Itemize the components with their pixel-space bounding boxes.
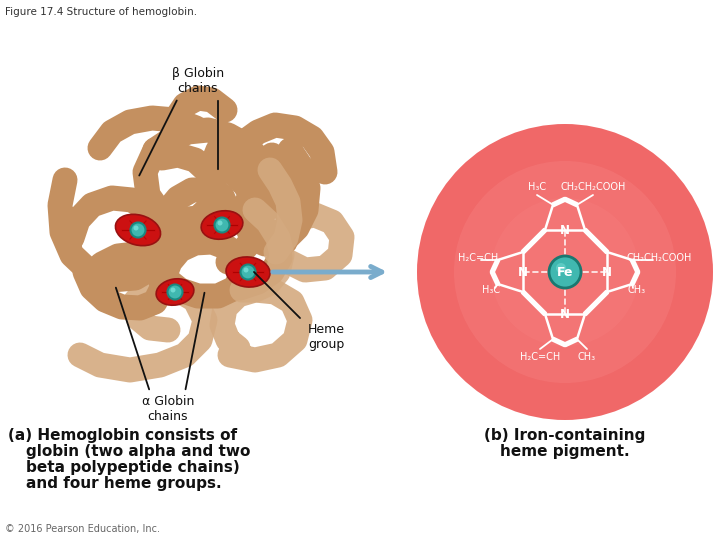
Text: N: N: [602, 266, 612, 279]
Ellipse shape: [201, 211, 243, 239]
Circle shape: [549, 256, 581, 288]
Text: CH₃: CH₃: [628, 285, 646, 295]
Circle shape: [252, 268, 256, 272]
Text: N: N: [560, 307, 570, 321]
Circle shape: [234, 268, 238, 272]
Text: Figure 17.4 Structure of hemoglobin.: Figure 17.4 Structure of hemoglobin.: [5, 7, 197, 17]
Text: (b) Iron-containing: (b) Iron-containing: [485, 428, 646, 443]
Circle shape: [243, 267, 248, 273]
Text: and four heme groups.: and four heme groups.: [26, 476, 222, 491]
Text: (a) Hemoglobin consists of: (a) Hemoglobin consists of: [8, 428, 237, 443]
Circle shape: [258, 268, 262, 272]
Text: α Globin
chains: α Globin chains: [142, 395, 194, 423]
Text: H₃C: H₃C: [528, 182, 546, 192]
Circle shape: [215, 218, 230, 233]
Circle shape: [417, 124, 713, 420]
Text: heme pigment.: heme pigment.: [500, 444, 630, 459]
Circle shape: [130, 222, 145, 238]
Text: CH₃: CH₃: [578, 352, 596, 362]
Ellipse shape: [156, 279, 194, 305]
Circle shape: [264, 268, 268, 272]
Text: H₃C: H₃C: [482, 285, 500, 295]
Text: © 2016 Pearson Education, Inc.: © 2016 Pearson Education, Inc.: [5, 524, 160, 534]
Text: β Globin
chains: β Globin chains: [172, 67, 224, 95]
Text: H₂C=CH: H₂C=CH: [458, 253, 498, 263]
Circle shape: [240, 268, 244, 272]
Ellipse shape: [115, 214, 161, 246]
Text: Fe: Fe: [557, 266, 573, 279]
Circle shape: [556, 263, 566, 273]
Text: CH₂CH₂COOH: CH₂CH₂COOH: [560, 182, 626, 192]
Text: N: N: [560, 224, 570, 237]
Text: CH₂CH₂COOH: CH₂CH₂COOH: [626, 253, 692, 263]
Text: beta polypeptide chains): beta polypeptide chains): [26, 460, 240, 475]
Circle shape: [454, 161, 676, 383]
Ellipse shape: [226, 257, 270, 287]
Circle shape: [168, 285, 182, 300]
Circle shape: [217, 220, 222, 226]
Circle shape: [246, 268, 250, 272]
Circle shape: [133, 226, 138, 231]
Text: H₂C=CH: H₂C=CH: [520, 352, 560, 362]
Text: Heme
group: Heme group: [308, 323, 345, 351]
Circle shape: [491, 198, 639, 346]
Text: N: N: [518, 266, 528, 279]
Circle shape: [240, 265, 256, 280]
Text: globin (two alpha and two: globin (two alpha and two: [26, 444, 251, 459]
Circle shape: [171, 287, 176, 293]
